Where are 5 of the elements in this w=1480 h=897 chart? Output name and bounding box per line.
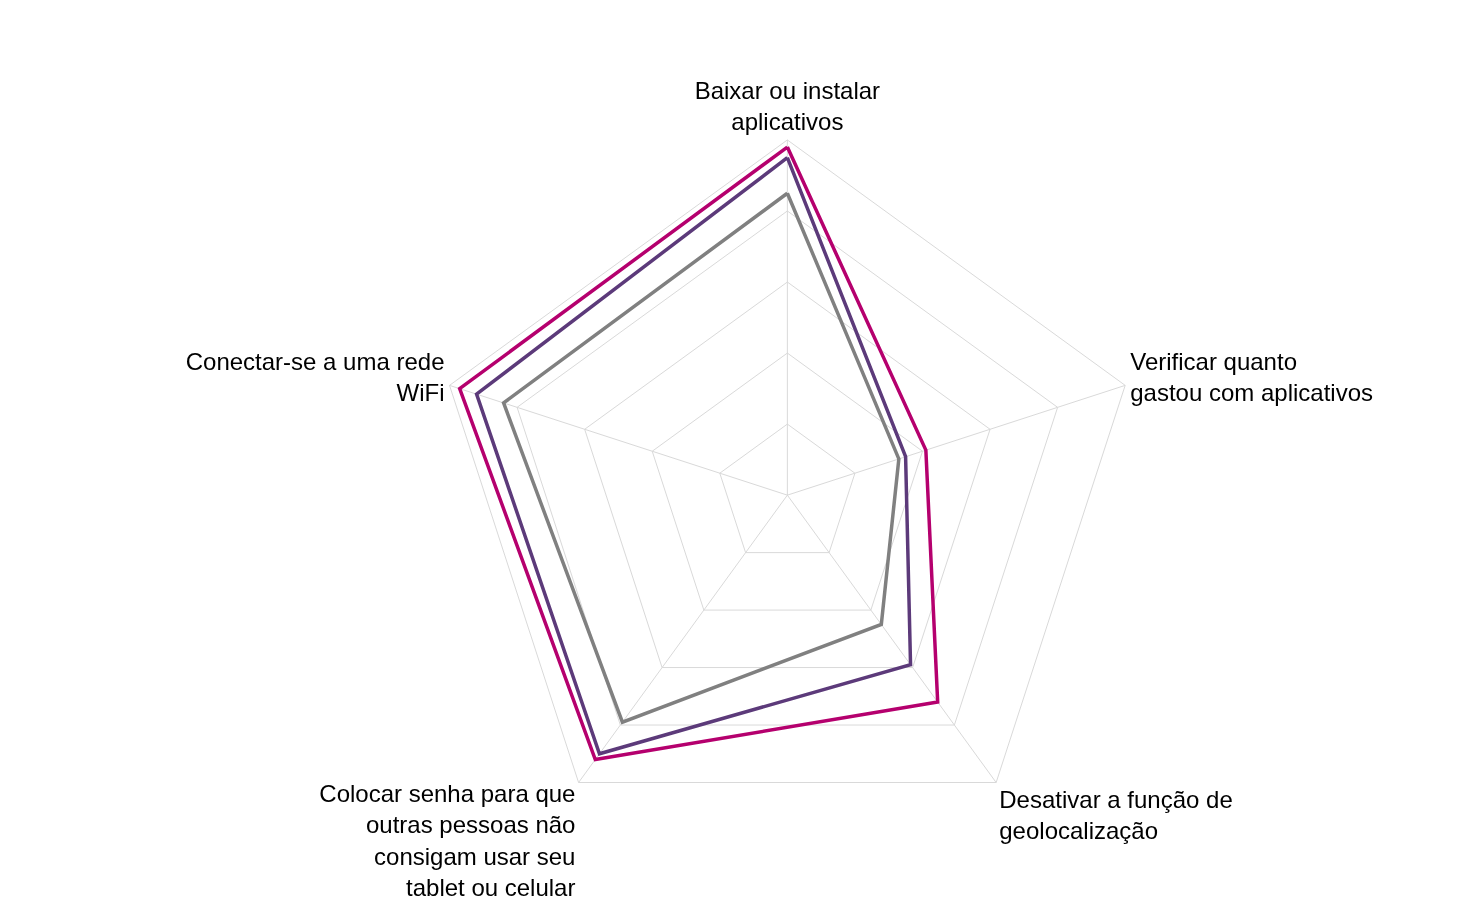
spoke-label: Conectar-se a uma rede WiFi	[185, 347, 445, 407]
spoke-label: Desativar a função de geolocalização	[999, 786, 1233, 845]
spoke-label: Baixar ou instalar aplicativos	[694, 76, 881, 135]
spoke-label: Colocar senha para que outras pessoas não consigam usar seu tablet ou celular	[319, 780, 576, 897]
spoke-label: Verificar quanto gastou com aplicativos	[1130, 347, 1374, 407]
